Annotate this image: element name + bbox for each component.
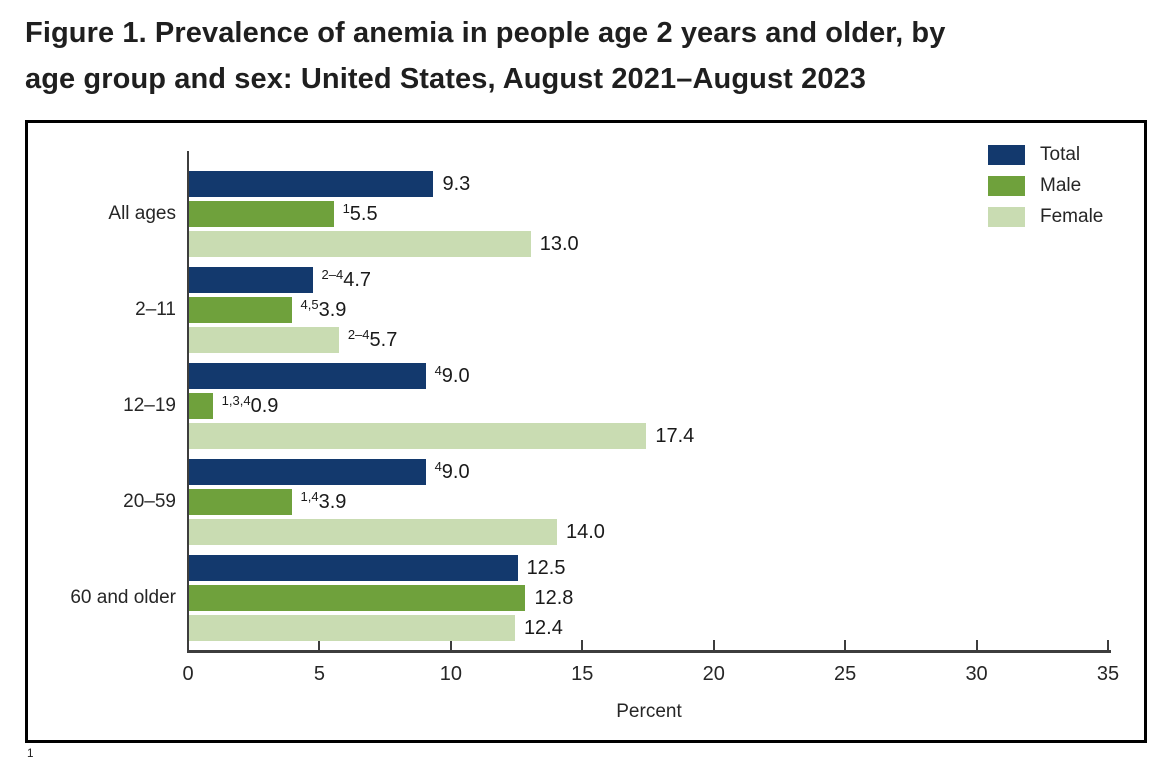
value-superscript: 1,4: [300, 489, 319, 504]
category-label: All ages: [108, 203, 176, 224]
x-axis-tick: [975, 640, 978, 650]
bar-female: [189, 615, 515, 641]
bar-male: [189, 489, 292, 515]
legend-swatch-male: [988, 176, 1025, 196]
x-axis-tick-label: 10: [439, 663, 462, 685]
x-axis-tick: [581, 640, 584, 650]
bar-total: [189, 555, 518, 581]
x-axis-tick: [449, 640, 452, 650]
bar-total: [189, 171, 434, 197]
legend-row-female: Female: [988, 206, 1110, 228]
value-superscript: 4: [434, 459, 442, 474]
bar-value-label: 49.0: [434, 459, 470, 483]
legend-row-male: Male: [988, 175, 1110, 197]
legend-label-male: Male: [1040, 175, 1082, 196]
value-superscript: 1: [342, 201, 350, 216]
footnote-marker: 1: [27, 747, 33, 758]
bar-female: [189, 423, 647, 449]
value-superscript: 4,5: [300, 297, 319, 312]
x-axis-tick-label: 15: [571, 663, 594, 685]
value-superscript: 1,3,4: [221, 393, 251, 408]
bar-male: [189, 585, 526, 611]
x-axis-tick: [844, 640, 847, 650]
legend-label-total: Total: [1040, 144, 1081, 165]
bar-total: [189, 363, 426, 389]
legend-label-female: Female: [1040, 206, 1104, 227]
bar-male: [189, 201, 334, 227]
legend-swatch-total: [988, 145, 1025, 165]
x-axis-tick: [187, 640, 189, 650]
category-label: 60 and older: [70, 587, 176, 608]
legend: Total Male Female: [988, 144, 1110, 237]
bar-value-label: 14.0: [566, 521, 605, 543]
x-axis-tick: [318, 640, 321, 650]
bar-value-label: 13.0: [539, 233, 579, 255]
value-superscript: 2–4: [347, 327, 370, 342]
bar-value-label: 12.4: [523, 617, 563, 639]
bar-value-label: 4,53.9: [300, 297, 347, 321]
bar-male: [189, 297, 292, 323]
y-axis-line: [187, 151, 189, 653]
x-axis-tick-label: 30: [965, 663, 988, 685]
x-axis-tick-label: 25: [834, 663, 857, 685]
x-axis-tick-label: 5: [313, 663, 325, 685]
category-label: 2–11: [135, 299, 176, 320]
x-axis-tick: [712, 640, 715, 650]
plot-area: Percent Total Male Female 0 5 10 15 20 25 30 35 Al…: [28, 123, 1144, 740]
bar-total: [189, 459, 426, 485]
figure-title-line-1: Figure 1. Prevalence of anemia in people…: [25, 17, 946, 49]
legend-row-total: Total: [988, 144, 1110, 166]
bar-male: [189, 393, 213, 419]
figure-title: Figure 1. Prevalence of anemia in people…: [25, 10, 1155, 102]
footnote-superscript: 1: [27, 747, 34, 758]
x-axis-tick-label: 0: [182, 663, 194, 685]
bar-value-label: 2–45.7: [347, 327, 398, 351]
bar-value-label: 12.8: [534, 587, 574, 609]
bar-value-label: 17.4: [655, 425, 695, 447]
bar-value-label: 1,3,40.9: [221, 393, 279, 417]
x-axis-tick-label: 20: [702, 663, 725, 685]
chart-box: Percent Total Male Female 0 5 10 15 20 25 30 35 Al…: [25, 120, 1147, 743]
bar-value-label: 2–44.7: [321, 267, 372, 291]
bar-value-label: 15.5: [342, 201, 378, 225]
value-superscript: 4: [434, 363, 442, 378]
bar-female: [189, 519, 557, 545]
figure-title-line-2: age group and sex: United States, August…: [25, 63, 867, 95]
x-axis-line: [187, 650, 1111, 653]
x-axis-tick: [1107, 640, 1109, 650]
bar-value-label: 9.3: [442, 173, 471, 195]
x-axis-title: Percent: [616, 701, 682, 722]
category-label: 20–59: [123, 491, 176, 512]
value-superscript: 2–4: [321, 267, 344, 282]
bar-female: [189, 327, 339, 353]
legend-swatch-female: [988, 207, 1025, 227]
category-label: 12–19: [123, 395, 176, 416]
bar-value-label: 49.0: [434, 363, 470, 387]
bar-female: [189, 231, 531, 257]
bar-total: [189, 267, 313, 293]
bar-value-label: 12.5: [526, 557, 566, 579]
bar-value-label: 1,43.9: [300, 489, 347, 513]
x-axis-tick-label: 35: [1096, 663, 1120, 685]
